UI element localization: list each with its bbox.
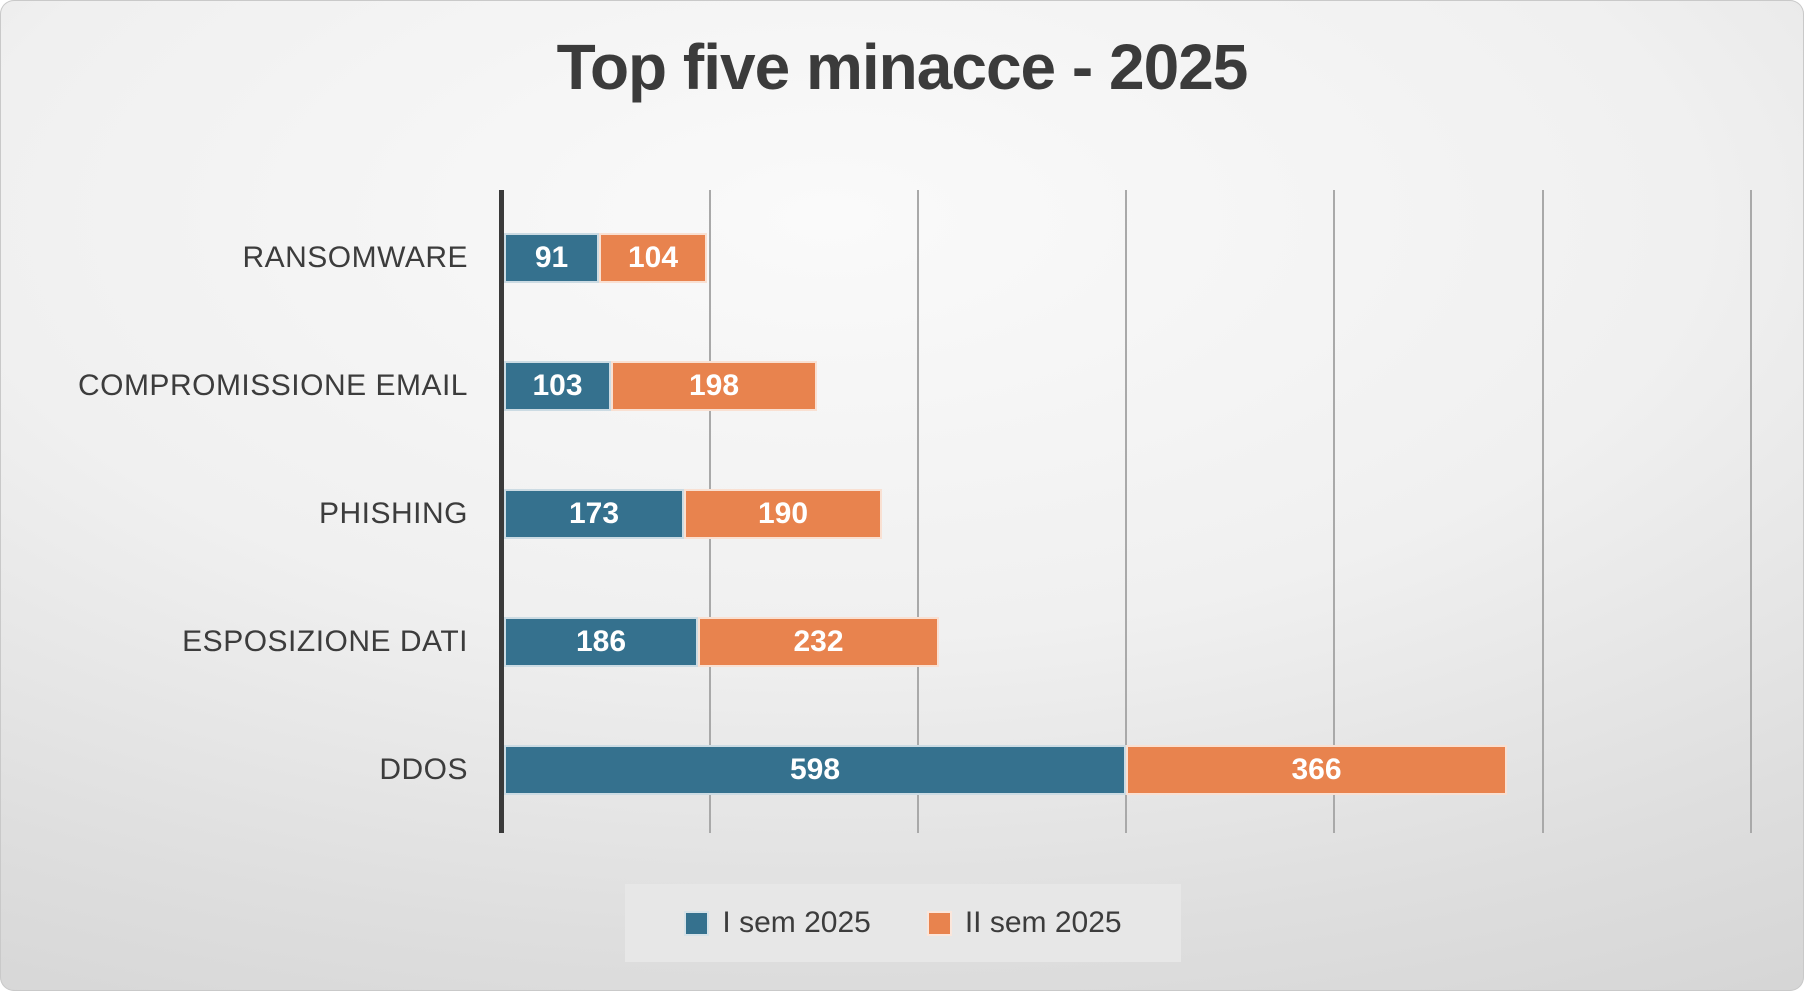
bar-segment-series1: 91	[504, 233, 599, 283]
bar-value-label: 186	[575, 625, 627, 658]
legend-swatch-icon	[684, 910, 710, 936]
plot-area: RANSOMWARE 91 104 COMPROMISSIONE EMAIL 103 19…	[0, 190, 1804, 833]
bar-stack: 173 190	[504, 489, 882, 539]
legend: I sem 2025 II sem 2025	[625, 884, 1181, 962]
bar-value-label: 598	[789, 753, 841, 786]
category-row: ESPOSIZIONE DATI 186 232	[0, 617, 1804, 667]
gridline-600	[1125, 190, 1127, 833]
bar-value-label: 190	[757, 497, 809, 530]
category-label: PHISHING	[318, 497, 468, 530]
gridline-400	[917, 190, 919, 833]
legend-item-series1: I sem 2025	[684, 906, 871, 940]
bar-segment-series1: 103	[504, 361, 611, 411]
bar-value-label: 366	[1291, 753, 1342, 786]
bar-value-label: 173	[568, 497, 620, 530]
gridline-1000	[1542, 190, 1544, 833]
bar-segment-series2: 232	[698, 617, 939, 667]
bar-segment-series1: 598	[504, 745, 1126, 795]
bar-segment-series2: 104	[599, 233, 707, 283]
chart-title: Top five minacce - 2025	[556, 31, 1249, 103]
bar-value-label: 104	[627, 241, 679, 274]
bar-stack: 103 198	[504, 361, 817, 411]
bar-segment-series2: 198	[611, 361, 817, 411]
legend-label: II sem 2025	[964, 906, 1122, 939]
bar-stack: 598 366	[504, 745, 1507, 795]
bar-stack: 186 232	[504, 617, 939, 667]
legend-item-series2: II sem 2025	[926, 906, 1122, 940]
category-label: COMPROMISSIONE EMAIL	[77, 369, 468, 402]
bar-segment-series2: 366	[1126, 745, 1507, 795]
bar-value-label: 91	[534, 241, 569, 274]
legend-label: I sem 2025	[722, 906, 871, 939]
bar-value-label: 232	[793, 625, 844, 658]
legend-swatch-icon	[926, 910, 952, 936]
category-row: COMPROMISSIONE EMAIL 103 198	[0, 361, 1804, 411]
category-label: ESPOSIZIONE DATI	[182, 625, 468, 658]
gridline-1200	[1750, 190, 1752, 833]
category-row: PHISHING 173 190	[0, 489, 1804, 539]
bar-value-label: 198	[688, 369, 740, 402]
bar-value-label: 103	[532, 369, 583, 402]
y-axis-line	[499, 190, 504, 833]
bar-segment-series1: 186	[504, 617, 698, 667]
bar-segment-series2: 190	[684, 489, 882, 539]
category-row: DDOS 598 366	[0, 745, 1804, 795]
gridline-800	[1333, 190, 1335, 833]
category-label: RANSOMWARE	[242, 241, 468, 274]
category-label: DDOS	[379, 753, 468, 786]
bar-stack: 91 104	[504, 233, 707, 283]
category-row: RANSOMWARE 91 104	[0, 233, 1804, 283]
bar-segment-series1: 173	[504, 489, 684, 539]
